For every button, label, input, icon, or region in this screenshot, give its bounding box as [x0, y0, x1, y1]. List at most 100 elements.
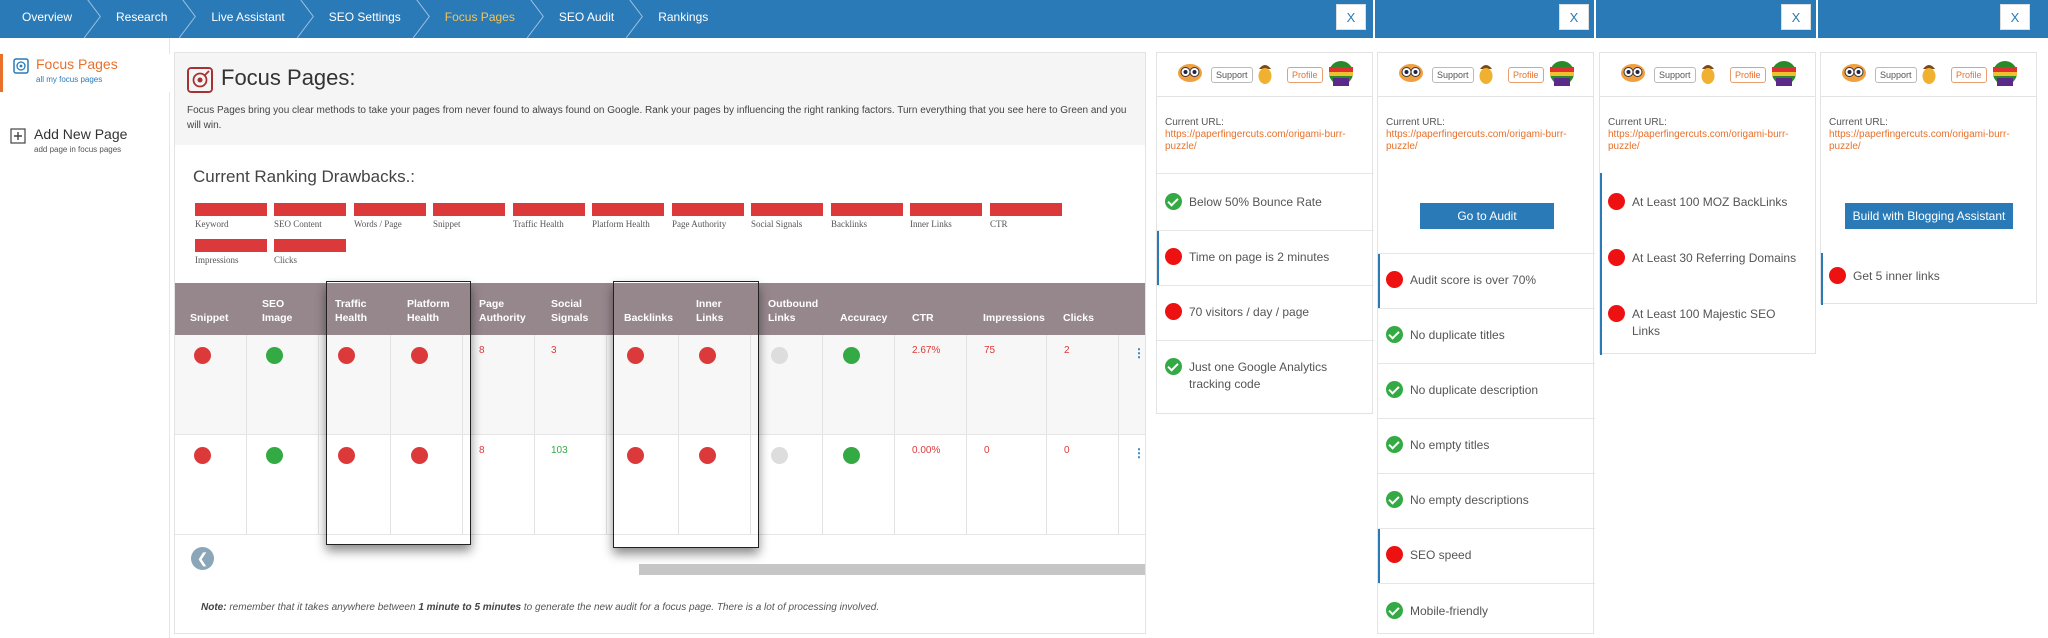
- current-url-link[interactable]: https://paperfingercuts.com/origami-burr…: [1608, 129, 1789, 152]
- column-header[interactable]: Page Authority: [479, 298, 526, 324]
- legend-item: Inner Links: [910, 203, 982, 229]
- inner-links-status: [699, 347, 716, 364]
- card-inner-links: Support Profile Current URL: https://pap…: [1820, 52, 2037, 305]
- current-url-label: Current URL:: [1165, 117, 1224, 128]
- focus-pages-logo-icon: [187, 67, 213, 93]
- page-description: Focus Pages bring you clear methods to t…: [187, 105, 1127, 131]
- legend-item: SEO Content: [274, 203, 346, 229]
- column-header[interactable]: Outbound Links: [768, 298, 819, 324]
- avatar: [1329, 61, 1353, 86]
- table-row[interactable]: 8 103 0.00% 0 0 ⋮: [175, 435, 1145, 535]
- breadcrumb-seo-settings[interactable]: SEO Settings: [307, 0, 423, 38]
- sidebar-item-sublabel: all my focus pages: [36, 75, 103, 84]
- breadcrumb: Overview Research Live Assistant SEO Set…: [0, 0, 730, 38]
- impressions-value: 0: [984, 445, 990, 456]
- legend-item: Impressions: [195, 239, 267, 265]
- snippet-status: [194, 447, 211, 464]
- fail-red-icon: [1386, 546, 1403, 563]
- profile-button[interactable]: Profile: [1287, 67, 1323, 83]
- divider: [1378, 583, 1595, 584]
- owl-icon: [1178, 64, 1202, 82]
- profile-button[interactable]: Profile: [1951, 67, 1987, 83]
- breadcrumb-focus-pages[interactable]: Focus Pages: [423, 0, 537, 38]
- accent-bar: [1600, 173, 1602, 355]
- drawbacks-title: Current Ranking Drawbacks.:: [193, 167, 416, 186]
- backlinks-status: [627, 347, 644, 364]
- support-button[interactable]: Support: [1211, 67, 1253, 83]
- plus-icon: [10, 128, 26, 144]
- breadcrumb-research[interactable]: Research: [94, 0, 189, 38]
- profile-button[interactable]: Profile: [1508, 67, 1544, 83]
- legend-item: Backlinks: [831, 203, 903, 229]
- row-menu-icon[interactable]: ⋮: [1133, 446, 1145, 460]
- check-green-icon: [1386, 491, 1403, 508]
- divider: [1378, 308, 1595, 309]
- top-nav-bar: Overview Research Live Assistant SEO Set…: [0, 0, 2048, 38]
- breadcrumb-live-assistant[interactable]: Live Assistant: [189, 0, 306, 38]
- divider: [1157, 285, 1374, 286]
- support-button[interactable]: Support: [1875, 67, 1917, 83]
- breadcrumb-rankings[interactable]: Rankings: [658, 10, 709, 24]
- fail-red-icon: [1829, 267, 1846, 284]
- sidebar-item-label: Focus Pages: [36, 56, 118, 72]
- highlight-box: [326, 281, 471, 545]
- divider: [1378, 473, 1595, 474]
- breadcrumb-seo-audit[interactable]: SEO Audit: [537, 0, 636, 38]
- intro-section: Focus Pages: Focus Pages bring you clear…: [175, 53, 1145, 145]
- check-green-icon: [1165, 193, 1182, 210]
- divider: [1378, 253, 1595, 254]
- current-url-link[interactable]: https://paperfingercuts.com/origami-burr…: [1829, 129, 2010, 152]
- sidebar-item-add-new-page[interactable]: Add New Page add page in focus pages: [0, 124, 170, 164]
- card-seo-audit: Support Profile Current URL: https://pap…: [1377, 52, 1595, 634]
- support-button[interactable]: Support: [1654, 67, 1696, 83]
- check-green-icon: [1386, 381, 1403, 398]
- current-url-link[interactable]: https://paperfingercuts.com/origami-burr…: [1386, 129, 1567, 152]
- divider: [1594, 0, 1596, 38]
- avatar: [1772, 61, 1796, 86]
- check-green-icon: [1386, 326, 1403, 343]
- profile-button[interactable]: Profile: [1730, 67, 1766, 83]
- column-header[interactable]: Traffic Health: [335, 298, 368, 324]
- legend-item: Words / Page: [354, 203, 426, 229]
- card-traffic-health: Support Profile Current URL: https://pap…: [1156, 52, 1374, 414]
- acorn-icon: [1922, 65, 1936, 84]
- column-header[interactable]: Inner Links: [696, 298, 724, 324]
- divider: [1157, 230, 1374, 231]
- outbound-links-status: [771, 347, 788, 364]
- close-button[interactable]: X: [1336, 4, 1366, 30]
- support-button[interactable]: Support: [1432, 67, 1474, 83]
- processing-note: Note: remember that it takes anywhere be…: [201, 602, 880, 613]
- seo-image-status: [266, 447, 283, 464]
- current-url-link[interactable]: https://paperfingercuts.com/origami-burr…: [1165, 129, 1346, 152]
- column-header[interactable]: Social Signals: [551, 298, 589, 324]
- current-url-label: Current URL:: [1608, 117, 1667, 128]
- go-to-audit-button[interactable]: Go to Audit: [1420, 203, 1554, 229]
- backlinks-status: [627, 447, 644, 464]
- acorn-icon: [1258, 65, 1272, 84]
- seo-image-status: [266, 347, 283, 364]
- owl-icon: [1621, 64, 1645, 82]
- ctr-value: 2.67%: [912, 345, 941, 356]
- table-row[interactable]: 8 3 2.67% 75 2 ⋮: [175, 335, 1145, 435]
- card-header: Support Profile: [1157, 53, 1372, 97]
- back-arrow-button[interactable]: ❮: [191, 547, 214, 570]
- legend-item: Keyword: [195, 203, 267, 229]
- build-with-blogging-assistant-button[interactable]: Build with Blogging Assistant: [1845, 203, 2013, 229]
- close-button[interactable]: X: [1781, 4, 1811, 30]
- fail-red-icon: [1386, 271, 1403, 288]
- close-button[interactable]: X: [1559, 4, 1589, 30]
- accuracy-status: [843, 447, 860, 464]
- row-menu-icon[interactable]: ⋮: [1133, 346, 1145, 360]
- outbound-links-status: [771, 447, 788, 464]
- column-header[interactable]: Platform Health: [407, 298, 450, 324]
- page-title: Focus Pages:: [221, 65, 356, 90]
- sidebar-item-focus-pages[interactable]: Focus Pages all my focus pages: [0, 54, 170, 92]
- divider: [1157, 340, 1374, 341]
- horizontal-scrollbar[interactable]: [639, 564, 1145, 575]
- breadcrumb-overview[interactable]: Overview: [0, 0, 94, 38]
- page-authority-value: 8: [479, 445, 485, 456]
- close-button[interactable]: X: [2000, 4, 2030, 30]
- divider: [1373, 0, 1375, 38]
- fail-red-icon: [1608, 193, 1625, 210]
- ctr-value: 0.00%: [912, 445, 941, 456]
